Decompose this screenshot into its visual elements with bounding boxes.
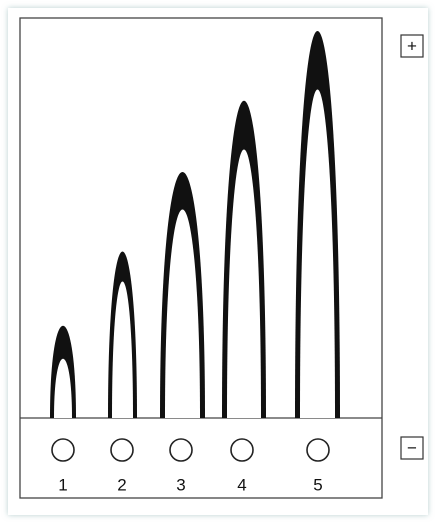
well-label: 5 (313, 475, 322, 494)
well (169, 438, 193, 462)
well (51, 438, 75, 462)
rocket-inner (300, 89, 335, 418)
well-label: 1 (58, 475, 67, 494)
rocket-inner (54, 358, 72, 418)
rocket-inner (165, 209, 200, 418)
well-label: 3 (176, 475, 185, 494)
well (306, 438, 330, 462)
minus-box (400, 436, 424, 460)
plus-label: + (407, 36, 417, 55)
minus-label: − (407, 438, 417, 457)
rockets (50, 31, 340, 418)
plus-box (400, 34, 424, 58)
rocket-inner (227, 149, 261, 418)
wells (51, 438, 330, 462)
well (230, 438, 254, 462)
well-label: 4 (237, 475, 246, 494)
rocket-inner (112, 281, 133, 418)
well (110, 438, 134, 462)
well-label: 2 (117, 475, 126, 494)
